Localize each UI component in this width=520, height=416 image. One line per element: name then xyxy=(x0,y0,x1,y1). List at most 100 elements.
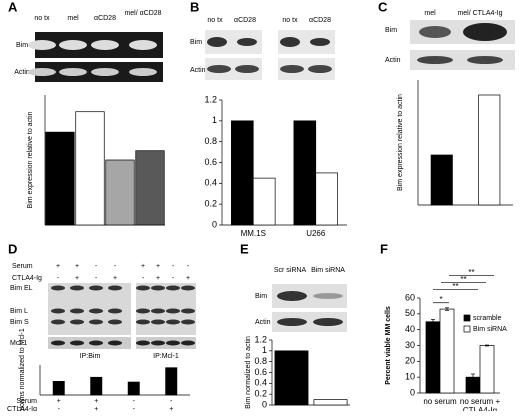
band xyxy=(70,308,84,314)
bar xyxy=(439,308,455,394)
condition-label: CTLA4-Ig xyxy=(12,275,42,282)
significance: ** xyxy=(452,282,458,291)
y-tick-label: 50 xyxy=(405,308,415,318)
legend-swatch xyxy=(463,314,471,322)
band xyxy=(310,38,330,46)
bar xyxy=(52,381,65,396)
y-tick-label: 0.4 xyxy=(254,378,267,388)
lane-label: no tx xyxy=(207,17,223,24)
band xyxy=(280,37,300,47)
lane-label: no tx xyxy=(282,17,298,24)
condition-label: CTLA4-Ig xyxy=(7,406,37,411)
significance: * xyxy=(439,295,442,304)
row-label: Bim xyxy=(255,293,267,300)
y-tick-label: 30 xyxy=(405,340,415,350)
row-label: Bim EL xyxy=(10,285,33,292)
bar xyxy=(231,120,254,226)
lane-label: αCD28 xyxy=(234,17,256,24)
band xyxy=(181,319,195,325)
panel-letter: F xyxy=(380,241,388,256)
panel-letter: C xyxy=(378,0,388,14)
bar xyxy=(165,367,178,396)
sign: + xyxy=(94,398,98,405)
y-tick-label: 0.4 xyxy=(204,178,217,188)
band xyxy=(59,40,87,50)
legend-swatch xyxy=(463,325,471,333)
band xyxy=(313,293,343,299)
band xyxy=(136,340,150,346)
row-label: Actin xyxy=(190,67,206,74)
band xyxy=(277,318,307,326)
bar xyxy=(315,172,338,226)
band xyxy=(280,65,304,73)
band xyxy=(108,340,122,346)
panel-letter: B xyxy=(190,0,199,14)
bar xyxy=(274,350,309,406)
x-tick-label: no serum + CTLA4-Ig xyxy=(460,397,501,411)
band xyxy=(151,308,165,314)
sign: + xyxy=(57,398,61,405)
y-tick-label: 0.6 xyxy=(254,367,267,377)
row-label: Bim xyxy=(190,39,202,46)
band xyxy=(108,308,122,314)
row-label: Actin xyxy=(385,57,401,64)
band xyxy=(129,40,157,50)
row-label: Bim L xyxy=(10,308,28,315)
band xyxy=(308,65,332,73)
band xyxy=(235,65,259,73)
sign: + xyxy=(75,263,79,270)
sign: + xyxy=(56,263,60,270)
significance: ** xyxy=(460,275,466,284)
row-label: Mcl-1 xyxy=(10,340,27,347)
y-tick-label: 0.2 xyxy=(254,389,267,399)
band xyxy=(151,340,165,346)
bar xyxy=(127,381,140,396)
bar xyxy=(90,376,103,396)
sign: - xyxy=(133,406,136,411)
y-tick-label: 0 xyxy=(410,387,415,397)
bar xyxy=(105,159,135,226)
y-tick-label: 40 xyxy=(405,324,415,334)
y-tick-label: 0.6 xyxy=(204,157,217,167)
bar xyxy=(478,94,501,206)
y-tick-label: 1.2 xyxy=(204,94,217,104)
band xyxy=(28,40,56,50)
sign: - xyxy=(187,263,190,270)
sign: + xyxy=(75,275,79,282)
bar xyxy=(252,177,276,226)
bar xyxy=(75,111,105,226)
blot xyxy=(278,58,335,80)
blot xyxy=(205,58,262,80)
band xyxy=(89,340,103,346)
band xyxy=(166,319,180,325)
sign: - xyxy=(142,275,145,282)
lane-label: αCD28 xyxy=(94,15,116,22)
y-axis-label: Bim isoforms normalized to Mcl-1 xyxy=(19,328,26,411)
x-tick-label: MM.1S xyxy=(241,229,266,238)
row-label: Actin xyxy=(255,319,271,326)
band xyxy=(136,285,150,291)
blot xyxy=(272,312,347,332)
sign: + xyxy=(186,275,190,282)
band xyxy=(91,68,119,76)
band xyxy=(151,319,165,325)
row-label: Bim xyxy=(16,42,28,49)
band xyxy=(166,340,180,346)
sign: + xyxy=(156,263,160,270)
bar xyxy=(293,120,317,226)
band xyxy=(28,68,56,76)
sign: - xyxy=(133,398,136,405)
x-tick-label: U266 xyxy=(306,229,326,238)
band xyxy=(136,308,150,314)
sign: - xyxy=(114,263,117,270)
bar xyxy=(425,321,441,394)
y-tick-label: 1.2 xyxy=(254,334,267,344)
y-axis-label: Bim normalized to actin xyxy=(245,336,252,409)
lane-label: Scr siRNA xyxy=(274,267,307,274)
row-label: Bim xyxy=(385,27,397,34)
y-tick-label: 0 xyxy=(262,399,267,409)
lane-label: mel xyxy=(424,10,436,17)
sign: - xyxy=(170,398,173,405)
condition-label: Serum xyxy=(16,398,37,405)
band xyxy=(181,308,195,314)
